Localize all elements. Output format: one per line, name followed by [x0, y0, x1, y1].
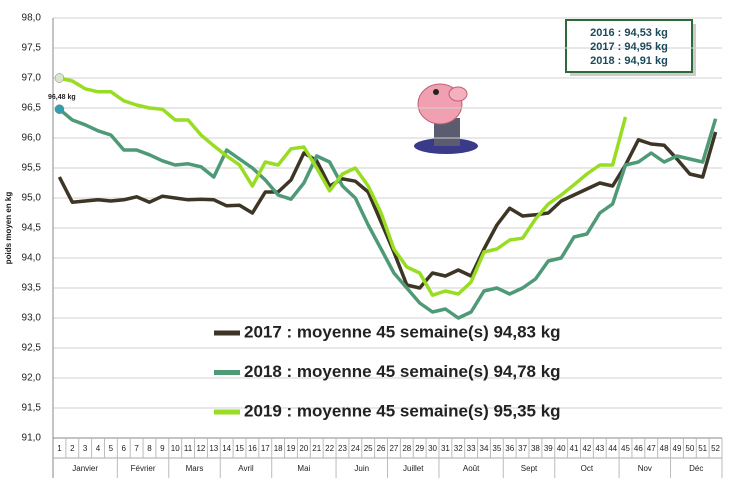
x-tick-label: 11	[184, 444, 193, 453]
x-tick-label: 35	[492, 444, 501, 453]
y-axis-title: poids moyen en kg	[4, 192, 13, 265]
series-line	[57, 131, 718, 290]
y-tick-label: 93,5	[22, 283, 42, 294]
month-label: Août	[463, 464, 480, 473]
x-tick-label: 18	[274, 444, 283, 453]
x-tick-label: 33	[467, 444, 476, 453]
x-tick-label: 39	[544, 444, 553, 453]
x-tick-label: 41	[570, 444, 579, 453]
x-tick-label: 34	[480, 444, 489, 453]
y-tick-label: 95,5	[22, 163, 42, 174]
x-tick-label: 47	[647, 444, 656, 453]
x-tick-label: 43	[595, 444, 604, 453]
x-tick-label: 5	[109, 444, 114, 453]
legend-label: 2017 : moyenne 45 semaine(s) 94,83 kg	[244, 322, 561, 341]
y-tick-label: 96,5	[22, 103, 42, 114]
pig-icon	[414, 83, 478, 154]
info-box-line: 2016 : 94,53 kg	[590, 27, 668, 39]
x-tick-label: 7	[134, 444, 139, 453]
month-label: Janvier	[72, 464, 98, 473]
x-tick-label: 6	[122, 444, 127, 453]
month-label: Déc	[689, 464, 703, 473]
month-label: Mai	[297, 464, 310, 473]
x-tick-label: 42	[582, 444, 591, 453]
x-tick-label: 24	[351, 444, 360, 453]
x-tick-label: 19	[287, 444, 296, 453]
x-tick-label: 3	[83, 444, 88, 453]
info-box-line: 2018 : 94,91 kg	[590, 55, 668, 67]
x-tick-label: 51	[698, 444, 707, 453]
x-tick-label: 14	[222, 444, 231, 453]
info-box	[565, 19, 696, 76]
y-tick-label: 92,5	[22, 343, 42, 354]
legend-label: 2019 : moyenne 45 semaine(s) 95,35 kg	[244, 401, 561, 420]
y-tick-label: 98,0	[22, 13, 42, 24]
x-tick-label: 40	[557, 444, 566, 453]
series-line	[58, 107, 718, 320]
x-tick-label: 49	[673, 444, 682, 453]
x-tick-label: 10	[171, 444, 180, 453]
month-label: Nov	[638, 464, 652, 473]
y-tick-label: 95,0	[22, 193, 42, 204]
series-line	[59, 76, 628, 297]
x-tick-label: 25	[364, 444, 373, 453]
start-marker	[54, 104, 65, 114]
x-tick-label: 31	[441, 444, 450, 453]
start-marker	[54, 73, 65, 83]
x-tick-label: 8	[147, 444, 152, 453]
y-tick-label: 91,5	[22, 403, 42, 414]
y-tick-label: 94,0	[22, 253, 42, 264]
x-tick-label: 15	[235, 444, 244, 453]
x-tick-label: 28	[402, 444, 411, 453]
month-label: Février	[131, 464, 156, 473]
x-tick-label: 46	[634, 444, 643, 453]
y-tick-label: 93,0	[22, 313, 42, 324]
x-tick-label: 27	[389, 444, 398, 453]
month-label: Avril	[238, 464, 254, 473]
month-label: Sept	[521, 464, 538, 473]
x-tick-label: 2	[70, 444, 75, 453]
x-tick-label: 4	[96, 444, 101, 453]
y-tick-label: 94,5	[22, 223, 42, 234]
y-tick-label: 97,5	[22, 43, 42, 54]
x-tick-label: 23	[338, 444, 347, 453]
month-label: Oct	[581, 464, 594, 473]
x-tick-label: 30	[428, 444, 437, 453]
x-tick-label: 44	[608, 444, 617, 453]
x-tick-label: 36	[505, 444, 514, 453]
x-tick-label: 26	[377, 444, 386, 453]
x-tick-label: 48	[660, 444, 669, 453]
x-tick-label: 32	[454, 444, 463, 453]
x-tick-label: 38	[531, 444, 540, 453]
x-tick-label: 21	[312, 444, 321, 453]
info-box-line: 2017 : 94,95 kg	[590, 41, 668, 53]
x-tick-label: 13	[209, 444, 218, 453]
month-label: Juillet	[403, 464, 424, 473]
legend-label: 2018 : moyenne 45 semaine(s) 94,78 kg	[244, 362, 561, 381]
x-tick-label: 50	[685, 444, 694, 453]
y-tick-label: 96,0	[22, 133, 42, 144]
x-tick-label: 45	[621, 444, 630, 453]
y-tick-label: 97,0	[22, 73, 42, 84]
y-tick-label: 91,0	[22, 433, 42, 444]
month-label: Juin	[354, 464, 369, 473]
x-tick-label: 1	[57, 444, 62, 453]
x-tick-label: 22	[325, 444, 334, 453]
x-tick-label: 17	[261, 444, 270, 453]
x-tick-label: 37	[518, 444, 527, 453]
x-tick-label: 16	[248, 444, 257, 453]
x-tick-label: 12	[196, 444, 205, 453]
x-tick-label: 20	[299, 444, 308, 453]
x-tick-label: 9	[160, 444, 165, 453]
month-label: Mars	[186, 464, 204, 473]
x-tick-label: 29	[415, 444, 424, 453]
annotation: 96,48 kg	[48, 94, 76, 101]
y-tick-label: 92,0	[22, 373, 42, 384]
x-tick-label: 52	[711, 444, 720, 453]
